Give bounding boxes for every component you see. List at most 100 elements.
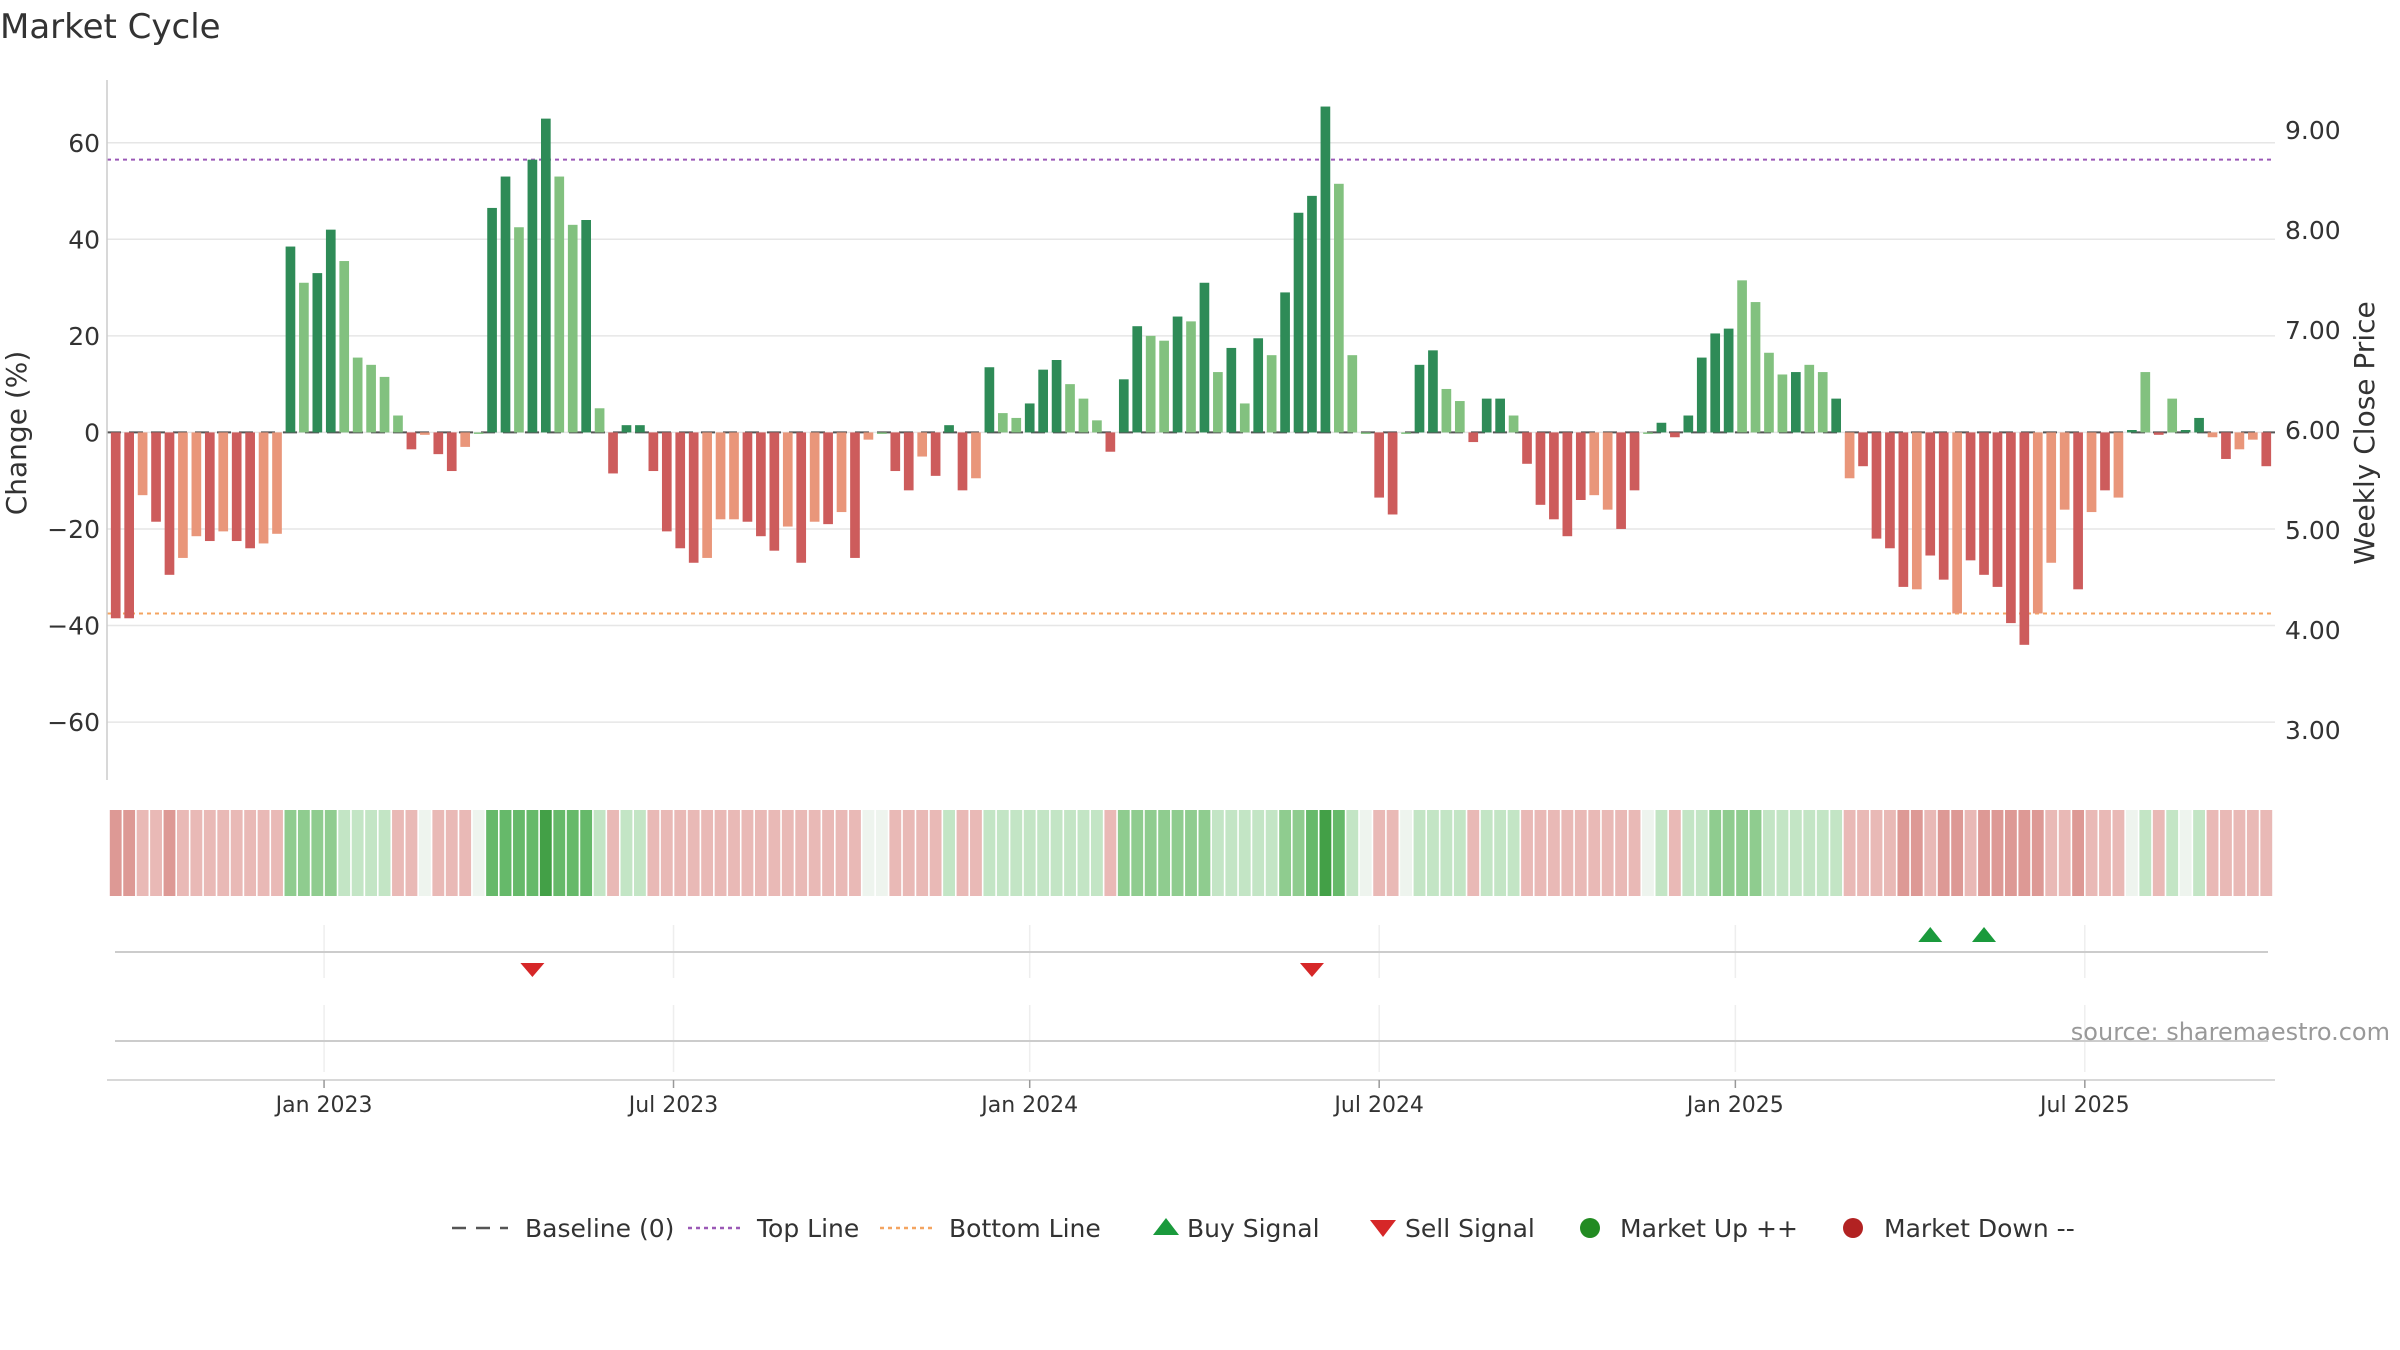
bar (2234, 432, 2245, 450)
heat-cell (862, 810, 875, 896)
y2-tick-label: 9.00 (2285, 116, 2341, 145)
heat-cell (1494, 810, 1507, 896)
y-tick-label: 20 (68, 322, 100, 351)
bar (339, 261, 350, 433)
heat-cell (392, 810, 404, 896)
heat-cell (190, 810, 203, 896)
bar (218, 432, 229, 532)
heat-cell (1870, 810, 1883, 896)
heat-cell (1574, 810, 1587, 896)
heat-cell (1332, 810, 1345, 896)
heat-cell (109, 810, 122, 896)
heat-cell (1400, 810, 1412, 896)
y-axis-label: Change (%) (0, 351, 33, 516)
bar (1696, 357, 1707, 433)
bar (1132, 326, 1143, 433)
heat-cell (768, 810, 781, 896)
legend-label: Top Line (756, 1214, 859, 1243)
heat-cell (1037, 810, 1050, 896)
bar (608, 432, 618, 474)
bar (137, 432, 148, 496)
bar (1334, 183, 1344, 433)
source-label: source: sharemaestro.com (2071, 1018, 2390, 1046)
bar (1468, 432, 1479, 443)
heat-cell (701, 810, 714, 896)
heat-cell (1279, 810, 1292, 896)
bar (178, 432, 188, 558)
heat-cell (217, 810, 230, 896)
bar (1777, 374, 1788, 433)
heat-cell (647, 810, 660, 896)
bar (997, 413, 1008, 433)
heat-cell (916, 810, 929, 896)
y-tick-label: −20 (47, 515, 100, 544)
bar (1307, 195, 1317, 433)
bar (1979, 432, 1989, 575)
bar (1253, 338, 1264, 433)
bar (352, 357, 363, 433)
heat-cell (1306, 810, 1318, 896)
bar (1401, 432, 1411, 434)
legend-item-mup: Market Up ++ (1580, 1214, 1798, 1243)
heat-cell (889, 810, 902, 896)
bar (957, 432, 968, 491)
bar (1952, 432, 1962, 614)
legend-item-bottom: Bottom Line (880, 1214, 1101, 1243)
bar (366, 364, 376, 433)
heat-cell (822, 810, 835, 896)
heat-cell (203, 810, 216, 896)
bar (984, 367, 995, 433)
heat-cell (1776, 810, 1789, 896)
heat-cell (1910, 810, 1923, 896)
heat-cell (795, 810, 808, 896)
bar (2127, 430, 2137, 433)
heat-cell (1924, 810, 1937, 896)
bar (1656, 422, 1667, 433)
heat-cell (1225, 810, 1238, 896)
heat-cell (1171, 810, 1184, 896)
legend-item-mdown: Market Down -- (1843, 1214, 2075, 1243)
bar (1387, 432, 1398, 515)
heat-cell (1507, 810, 1520, 896)
heat-cell (2058, 810, 2071, 896)
bar (500, 176, 511, 433)
heat-cell (1077, 810, 1090, 896)
buy-signal-icon (1153, 1218, 1179, 1235)
bar (540, 118, 551, 433)
bar (1172, 316, 1183, 433)
bar (1750, 302, 1761, 433)
bar (796, 432, 807, 563)
heat-cell (2246, 810, 2259, 896)
bar (258, 432, 269, 544)
bar (554, 176, 565, 433)
heat-cell (633, 810, 646, 896)
heat-cell (970, 810, 982, 896)
heat-cell (1857, 810, 1869, 896)
y2-axis-ticks: 9.00 8.00 7.00 6.00 5.00 4.00 3.00 (2285, 116, 2341, 745)
bar (433, 432, 444, 455)
heat-cell (875, 810, 888, 896)
heat-cell (1884, 810, 1896, 896)
heat-cell (1937, 810, 1950, 896)
bar (487, 207, 497, 433)
bar (1199, 282, 1210, 433)
bar (1078, 398, 1089, 433)
y2-tick-label: 4.00 (2285, 616, 2341, 645)
bar (1938, 432, 1949, 580)
bar (164, 432, 175, 575)
bar (1226, 347, 1237, 433)
heat-cell (593, 810, 606, 896)
bar (930, 432, 941, 476)
bar (124, 432, 135, 619)
bar (1213, 372, 1223, 433)
sell-signal-marker (1299, 963, 1324, 977)
bar (393, 415, 403, 433)
heat-cell (943, 810, 955, 896)
bar (2100, 432, 2110, 491)
bar (1737, 280, 1747, 433)
heat-cell (123, 810, 136, 896)
heat-cell (2125, 810, 2138, 896)
bar (877, 432, 887, 434)
bar (1347, 355, 1358, 433)
bar-series (110, 106, 2272, 645)
